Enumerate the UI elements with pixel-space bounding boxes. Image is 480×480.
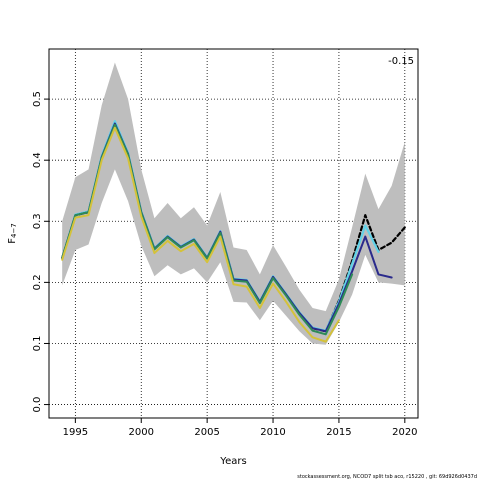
- y-axis: 0.0 0.1 0.2 0.3 0.4 0.5: [32, 91, 49, 413]
- x-tick-label: 2010: [260, 427, 285, 438]
- y-axis-title-subscript: 4−7: [10, 223, 18, 238]
- y-tick-label: 0.2: [32, 274, 43, 290]
- y-tick-label: 0.5: [32, 91, 43, 107]
- x-axis-title: Years: [219, 456, 246, 467]
- y-tick-label: 0.1: [32, 336, 43, 352]
- x-tick-label: 1995: [63, 427, 88, 438]
- annotation-label: -0.15: [388, 56, 414, 67]
- x-tick-label: 2015: [326, 427, 351, 438]
- series-line-5: [61, 126, 340, 343]
- footer-credit: stockassessment.org, NCOD7 split tsb aco…: [297, 474, 477, 480]
- y-tick-label: 0.4: [32, 152, 43, 168]
- x-tick-label: 2000: [129, 427, 154, 438]
- y-tick-label: 0.3: [32, 213, 43, 229]
- x-tick-label: 2020: [392, 427, 417, 438]
- x-tick-label: 2005: [194, 427, 219, 438]
- series-line-4: [61, 123, 354, 336]
- y-axis-title: F4−7: [7, 223, 18, 244]
- y-axis-title-main: F: [7, 238, 18, 244]
- plot-frame: [48, 48, 419, 419]
- y-tick-label: 0.0: [32, 397, 43, 413]
- x-axis: 1995 2000 2005 2010 2015 2020: [63, 418, 418, 438]
- series-layer: [61, 119, 406, 343]
- svg-text:F4−7: F4−7: [7, 223, 18, 244]
- confidence-band-layer: [62, 62, 405, 345]
- confidence-band: [62, 62, 405, 345]
